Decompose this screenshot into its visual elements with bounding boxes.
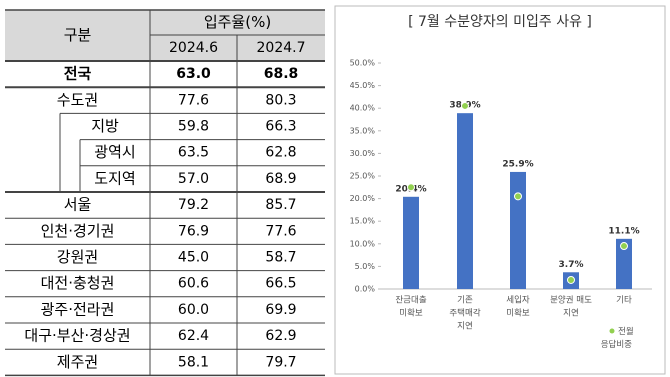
y-tick-label: 40.0% xyxy=(350,104,376,113)
cell: 62.9 xyxy=(265,328,296,344)
row-label: 도지역 xyxy=(94,169,135,187)
row-label: 수도권 xyxy=(57,91,98,109)
x-tick-label: 주택매각 xyxy=(449,308,480,319)
legend-label: 전월 응답비중 xyxy=(598,326,634,350)
cell: 85.7 xyxy=(265,197,296,213)
cell: 76.9 xyxy=(178,223,209,239)
cell: 59.8 xyxy=(178,119,209,135)
cell: 80.3 xyxy=(265,92,296,108)
cell: 57.0 xyxy=(178,171,209,187)
row-label: 인천·경기권 xyxy=(41,222,115,240)
value-label: 25.9% xyxy=(502,159,533,169)
cell: 63.0 xyxy=(176,66,211,82)
row-label: 광역시 xyxy=(94,143,135,161)
y-tick-label: 15.0% xyxy=(350,217,376,226)
cell: 45.0 xyxy=(178,250,209,266)
cell: 63.5 xyxy=(178,145,209,161)
cell: 79.7 xyxy=(265,354,296,370)
x-tick-label: 기존 xyxy=(457,296,473,306)
row-label: 대구·부산·경상권 xyxy=(24,327,130,345)
cell: 69.9 xyxy=(265,302,296,318)
bar xyxy=(403,196,419,289)
x-tick-label: 지연 xyxy=(457,322,473,332)
header-cell: 2024.6 xyxy=(169,40,218,56)
x-tick-label: 분양권 매도 xyxy=(550,295,592,306)
cell: 60.0 xyxy=(178,302,209,318)
y-tick-label: 45.0% xyxy=(350,81,376,90)
cell: 77.6 xyxy=(178,92,209,108)
cell: 58.7 xyxy=(265,250,296,266)
cell: 66.3 xyxy=(265,119,296,135)
x-tick-label: 미확보 xyxy=(399,308,423,319)
chart-title: [ 7월 수분양자의 미입주 사유 ] xyxy=(408,14,592,30)
cell: 79.2 xyxy=(178,197,209,213)
y-tick-label: 0.0% xyxy=(355,285,376,294)
x-tick-label: 세입자 xyxy=(506,296,530,306)
cell: 60.6 xyxy=(178,276,209,292)
cell: 66.5 xyxy=(265,276,296,292)
header-cell: 구분 xyxy=(64,26,92,44)
value-label: 3.7% xyxy=(559,260,584,270)
prev-dot xyxy=(461,101,469,110)
prev-dot xyxy=(514,192,522,201)
row-label: 전국 xyxy=(64,65,92,83)
y-tick-label: 25.0% xyxy=(350,172,376,181)
row-label: 서울 xyxy=(64,196,92,214)
row-label: 제주권 xyxy=(57,353,98,371)
bar xyxy=(616,238,632,289)
x-tick-label: 잔금대출 xyxy=(395,295,426,306)
prev-dot xyxy=(620,242,628,251)
header-cell: 2024.7 xyxy=(257,40,306,56)
y-tick-label: 10.0% xyxy=(350,239,376,248)
cell: 68.8 xyxy=(264,66,299,82)
x-tick-label: 미확보 xyxy=(506,308,530,319)
prev-dot xyxy=(407,183,415,192)
y-tick-label: 30.0% xyxy=(350,149,376,158)
bar xyxy=(510,171,526,289)
x-tick-label: 지연 xyxy=(563,309,579,319)
x-tick-label: 기타 xyxy=(616,296,632,306)
cell: 77.6 xyxy=(265,223,296,239)
y-tick-label: 5.0% xyxy=(355,262,376,271)
chart-frame xyxy=(334,5,666,375)
row-label: 대전·충청권 xyxy=(41,274,115,292)
cell: 58.1 xyxy=(178,354,209,370)
header-cell: 입주율(%) xyxy=(204,13,271,31)
y-tick-label: 50.0% xyxy=(350,59,376,68)
y-tick-label: 20.0% xyxy=(350,194,376,203)
bar xyxy=(457,113,473,289)
cell: 68.9 xyxy=(265,171,296,187)
cell: 62.4 xyxy=(178,328,209,344)
row-label: 광주·전라권 xyxy=(41,300,115,318)
prev-dot xyxy=(567,275,575,284)
value-label: 11.1% xyxy=(608,226,639,236)
row-label: 지방 xyxy=(91,117,119,135)
legend-marker xyxy=(609,328,615,334)
cell: 62.8 xyxy=(265,145,296,161)
y-tick-label: 35.0% xyxy=(350,126,376,135)
row-label: 강원권 xyxy=(57,248,98,266)
